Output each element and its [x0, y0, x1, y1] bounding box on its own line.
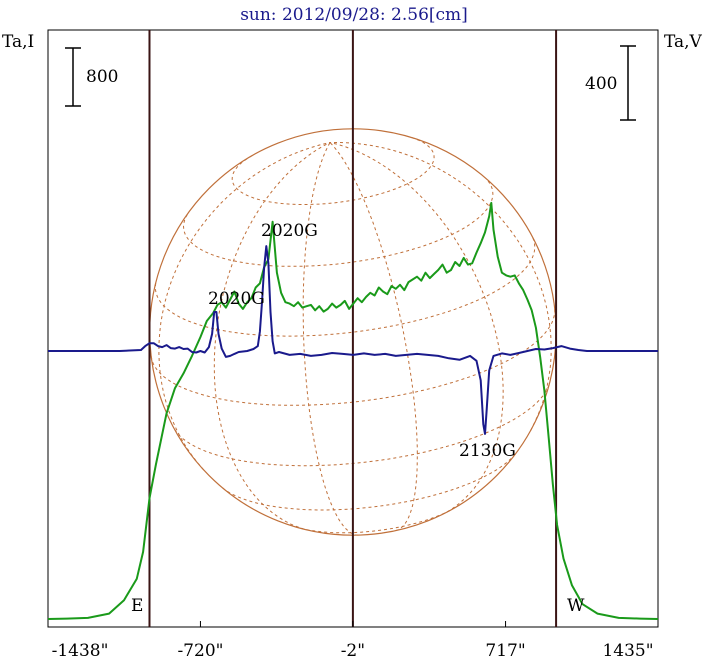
parallel-line [174, 384, 550, 467]
parallel-line [231, 136, 435, 205]
left-axis-label: Ta,I [2, 32, 34, 52]
intensity-line [47, 201, 659, 620]
parallel-line [150, 307, 556, 406]
polarization-line [48, 245, 658, 435]
east-limb-label: E [131, 596, 143, 616]
x-tick-label: -1438" [52, 641, 109, 661]
meridian-line [330, 142, 552, 431]
parallel-line [222, 452, 517, 511]
meridian-line [302, 142, 359, 536]
annotation-2130g: 2130G [459, 441, 516, 461]
x-tick-label: 717" [485, 641, 525, 661]
chart-title: sun: 2012/09/28: 2.56[cm] [240, 5, 468, 25]
right-axis-label: Ta,V [664, 32, 703, 52]
x-tick-label: -720" [177, 641, 223, 661]
right-scale-label: 400 [585, 74, 617, 94]
meridian-line [213, 142, 331, 530]
annotation-2020g-right: 2020G [261, 221, 318, 241]
annotation-2020g-left: 2020G [208, 289, 265, 309]
meridian-line [329, 142, 418, 532]
x-tick-label: 1435" [602, 641, 653, 661]
left-scale-label: 800 [86, 67, 118, 87]
meridian-line [329, 142, 504, 513]
right-scale-bar [620, 45, 636, 121]
series-group [47, 201, 659, 620]
left-scale-bar [65, 47, 81, 107]
meridian-line [158, 142, 331, 471]
x-tick-label: -2" [341, 641, 365, 661]
parallel-line [182, 178, 494, 267]
parallel-line [154, 237, 536, 337]
vertical-markers [148, 30, 558, 627]
x-tick-labels: -1438" -720" -2" 717" 1435" [47, 621, 659, 661]
west-limb-label: W [567, 596, 585, 616]
